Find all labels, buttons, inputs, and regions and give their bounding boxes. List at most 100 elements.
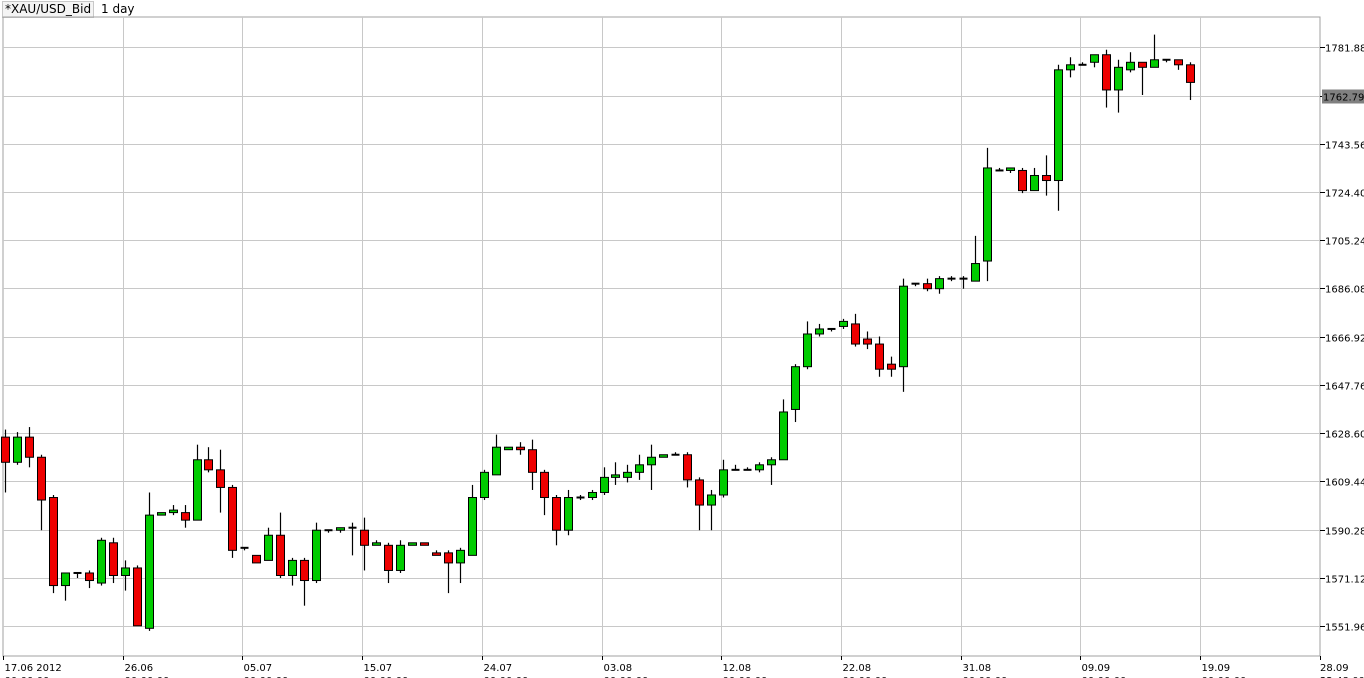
candle-body bbox=[228, 486, 237, 551]
candle bbox=[73, 571, 82, 579]
candle-body bbox=[252, 554, 261, 564]
candle bbox=[779, 399, 788, 461]
candle-body bbox=[288, 559, 297, 576]
x-tick-time: 00:00:00 bbox=[1082, 676, 1127, 678]
candle-body bbox=[13, 436, 22, 463]
candle-body bbox=[312, 529, 321, 582]
candle bbox=[312, 522, 321, 584]
candle bbox=[1174, 59, 1183, 70]
y-tick-label: 1724.40 bbox=[1325, 189, 1364, 200]
x-tick-time: 00:00:00 bbox=[963, 676, 1008, 678]
candle bbox=[1186, 62, 1195, 101]
x-tick-date: 26.06 bbox=[125, 663, 154, 674]
candle-body bbox=[504, 446, 513, 451]
candle-body bbox=[564, 497, 573, 531]
candle bbox=[468, 484, 477, 556]
candle-body bbox=[360, 529, 369, 546]
candle-body bbox=[875, 343, 884, 370]
candle bbox=[743, 467, 752, 471]
candle bbox=[300, 557, 309, 606]
candle bbox=[516, 442, 525, 455]
candle-body bbox=[37, 456, 46, 501]
candle-body bbox=[1054, 69, 1063, 182]
candle bbox=[133, 565, 142, 627]
candle bbox=[25, 427, 34, 468]
candle-body bbox=[767, 459, 776, 466]
candle-body bbox=[420, 542, 429, 546]
candle bbox=[360, 517, 369, 571]
candles bbox=[1, 34, 1195, 631]
candle bbox=[204, 447, 213, 473]
candle-body bbox=[204, 459, 213, 471]
candle bbox=[276, 512, 285, 579]
x-tick-date: 19.09 bbox=[1202, 663, 1231, 674]
candle-body bbox=[695, 479, 704, 506]
candle bbox=[181, 505, 190, 528]
y-tick-label: 1743.56 bbox=[1325, 141, 1364, 152]
candle-body bbox=[683, 454, 692, 481]
candle bbox=[420, 542, 429, 546]
candle-body bbox=[1174, 59, 1183, 66]
candle bbox=[863, 331, 872, 350]
candle bbox=[336, 527, 345, 533]
x-tick-time: 00:00:00 bbox=[5, 676, 50, 678]
candle bbox=[396, 540, 405, 573]
x-tick-time: 00:00:00 bbox=[125, 676, 170, 678]
candle bbox=[97, 537, 106, 586]
candle bbox=[659, 454, 668, 458]
x-tick-time: 00:00:00 bbox=[604, 676, 649, 678]
candle-body bbox=[791, 366, 800, 410]
candle-body bbox=[935, 278, 944, 290]
candle-body bbox=[1066, 64, 1075, 71]
candle-body bbox=[1018, 169, 1027, 192]
candle bbox=[947, 276, 956, 282]
symbol-label[interactable]: *XAU/USD_Bid bbox=[2, 1, 95, 18]
candle bbox=[635, 454, 644, 480]
candle-body bbox=[1126, 61, 1135, 71]
candle-body bbox=[635, 464, 644, 473]
candle bbox=[193, 444, 202, 521]
candle-body bbox=[707, 494, 716, 506]
candle-body bbox=[1006, 167, 1015, 171]
candle bbox=[935, 276, 944, 294]
candle-body bbox=[719, 469, 728, 496]
y-tick-label: 1590.28 bbox=[1325, 527, 1364, 538]
candle-body bbox=[480, 471, 489, 499]
candle bbox=[444, 550, 453, 594]
y-tick-label: 1705.24 bbox=[1325, 237, 1364, 248]
candle bbox=[1162, 58, 1171, 63]
candle bbox=[13, 432, 22, 465]
candle-body bbox=[1030, 174, 1039, 192]
candle-body bbox=[216, 469, 225, 488]
candle bbox=[552, 494, 561, 546]
x-tick-time: 00:00:00 bbox=[1202, 676, 1247, 678]
candle-body bbox=[528, 449, 537, 473]
candle-body bbox=[25, 436, 34, 458]
candle bbox=[611, 462, 620, 485]
axes: 1781.88 1762.79 1743.56 1724.40 1705.24 1686.… bbox=[3, 44, 1364, 678]
y-tick-label: 1628.60 bbox=[1325, 430, 1364, 441]
candle bbox=[528, 439, 537, 490]
candle-body bbox=[396, 544, 405, 571]
candle-body bbox=[300, 559, 309, 582]
y-tick-label: 1781.88 bbox=[1325, 44, 1364, 55]
x-tick-date: 05.07 bbox=[244, 663, 273, 674]
x-tick-time: 00:00:00 bbox=[244, 676, 289, 678]
candle bbox=[1042, 155, 1051, 196]
candle-body bbox=[863, 338, 872, 345]
candle bbox=[791, 364, 800, 423]
candle-body bbox=[264, 534, 273, 561]
candle bbox=[911, 282, 920, 287]
candle-body bbox=[600, 476, 609, 493]
candle-body bbox=[145, 514, 154, 629]
candle bbox=[959, 276, 968, 289]
candle bbox=[875, 336, 884, 377]
candle bbox=[803, 321, 812, 370]
candle bbox=[384, 542, 393, 584]
candle-body bbox=[444, 552, 453, 564]
candle bbox=[923, 278, 932, 292]
candle bbox=[216, 449, 225, 513]
candle bbox=[372, 540, 381, 546]
candle-body bbox=[516, 446, 525, 451]
